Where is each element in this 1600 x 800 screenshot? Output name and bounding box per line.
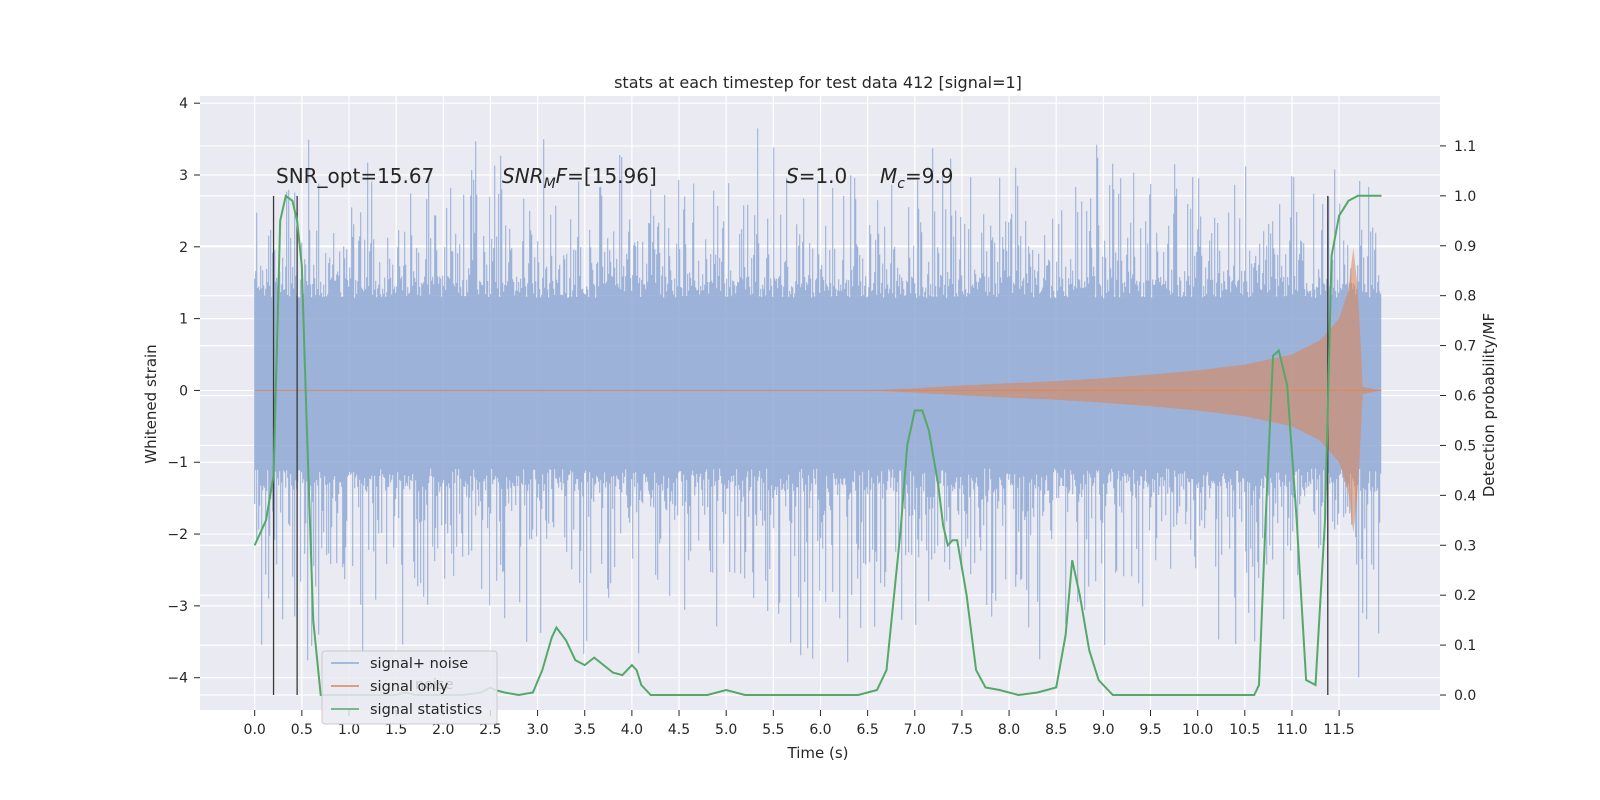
right-tick-label: 1.1 [1454,139,1476,155]
x-tick-label: 3.0 [526,722,548,738]
annotation-snr-mf: SNRMF=[15.96] [502,164,657,192]
y-tick-label: 4 [179,96,188,112]
y-axis-label: Whitened strain [142,344,160,463]
right-tick-label: 0.3 [1454,538,1476,554]
annotation-mc-sym: M [880,164,897,188]
annotation-mc-sub: c [897,176,905,192]
right-tick-label: 0.7 [1454,339,1476,355]
x-axis-label: Time (s) [787,744,849,762]
right-axis-label: Detection probability/MF [1480,313,1498,497]
y-tick-label: 0 [179,383,188,399]
x-tick-label: 5.5 [762,722,784,738]
x-tick-label: 0.5 [291,722,313,738]
x-tick-label: 8.0 [998,722,1020,738]
annotation-mc-value: =9.9 [905,164,954,188]
x-tick-label: 7.5 [951,722,973,738]
x-tick-label: 9.5 [1139,722,1161,738]
x-tick-label: 4.5 [668,722,690,738]
legend-ghost-text: noise [415,677,454,693]
y-tick-label: −3 [167,599,188,615]
annotation-snr-mf-sub: M [544,176,556,192]
x-tick-label: 9.0 [1092,722,1114,738]
x-tick-label: 2.5 [479,722,501,738]
x-axis-ticks: 0.0 0.5 1.0 1.5 2.0 2.5 3.0 3.5 4.0 4.5 5.0 5.5 6.0 6… [244,710,1355,738]
y-tick-label: −2 [167,527,188,543]
annotation-s: S=1.0 [786,164,847,188]
right-tick-label: 0.6 [1454,389,1476,405]
y-tick-label: −1 [167,455,188,471]
annotation-snr-opt: SNR_opt=15.67 [276,164,434,188]
right-tick-label: 0.4 [1454,488,1476,504]
x-tick-label: 6.0 [809,722,831,738]
right-axis-ticks: 1.1 1.0 0.9 0.8 0.7 0.6 0.5 0.4 0.3 0.2 0.1 0.0 [1440,139,1476,704]
annotation-snr-mf-value: =[15.96] [567,164,657,188]
x-tick-label: 1.0 [338,722,360,738]
right-tick-label: 0.0 [1454,688,1476,704]
legend-label-signal-only: signal only [370,679,449,695]
x-tick-label: 11.0 [1276,722,1307,738]
annotation-snr-mf-f: F [556,164,568,188]
x-tick-label: 8.5 [1045,722,1067,738]
right-tick-label: 0.9 [1454,239,1476,255]
legend-box [321,650,498,725]
right-tick-label: 0.2 [1454,588,1476,604]
signal-only-series [254,247,1382,533]
right-tick-label: 0.8 [1454,289,1476,305]
x-tick-label: 2.0 [432,722,454,738]
right-tick-label: 1.0 [1454,189,1476,205]
annotation-mc: Mc=9.9 [880,164,954,192]
legend: noise signal+ noise signal only signal s… [321,650,498,725]
x-tick-label: 4.0 [621,722,643,738]
y-axis-ticks: 4 3 2 1 0 −1 −2 −3 −4 [167,96,200,687]
y-tick-label: 2 [179,240,188,256]
x-tick-label: 10.0 [1182,722,1213,738]
chart-title: stats at each timestep for test data 412… [614,73,1022,92]
right-tick-label: 0.5 [1454,438,1476,454]
x-tick-label: 10.5 [1229,722,1260,738]
legend-label-signal-noise: signal+ noise [370,656,468,672]
x-tick-label: 7.0 [904,722,926,738]
annotation-s-sym: S [786,164,799,188]
x-tick-label: 5.0 [715,722,737,738]
x-tick-label: 11.5 [1324,722,1355,738]
annotation-s-value: =1.0 [799,164,848,188]
y-tick-label: 3 [179,168,188,184]
x-tick-label: 0.0 [244,722,266,738]
annotation-snr-mf-base: SNR [502,164,544,188]
x-tick-label: 3.5 [574,722,596,738]
legend-label-signal-statistics: signal statistics [370,702,482,718]
x-tick-label: 1.5 [385,722,407,738]
right-tick-label: 0.1 [1454,638,1476,654]
y-tick-label: −4 [167,671,188,687]
x-tick-label: 6.5 [856,722,878,738]
y-tick-label: 1 [179,312,188,328]
